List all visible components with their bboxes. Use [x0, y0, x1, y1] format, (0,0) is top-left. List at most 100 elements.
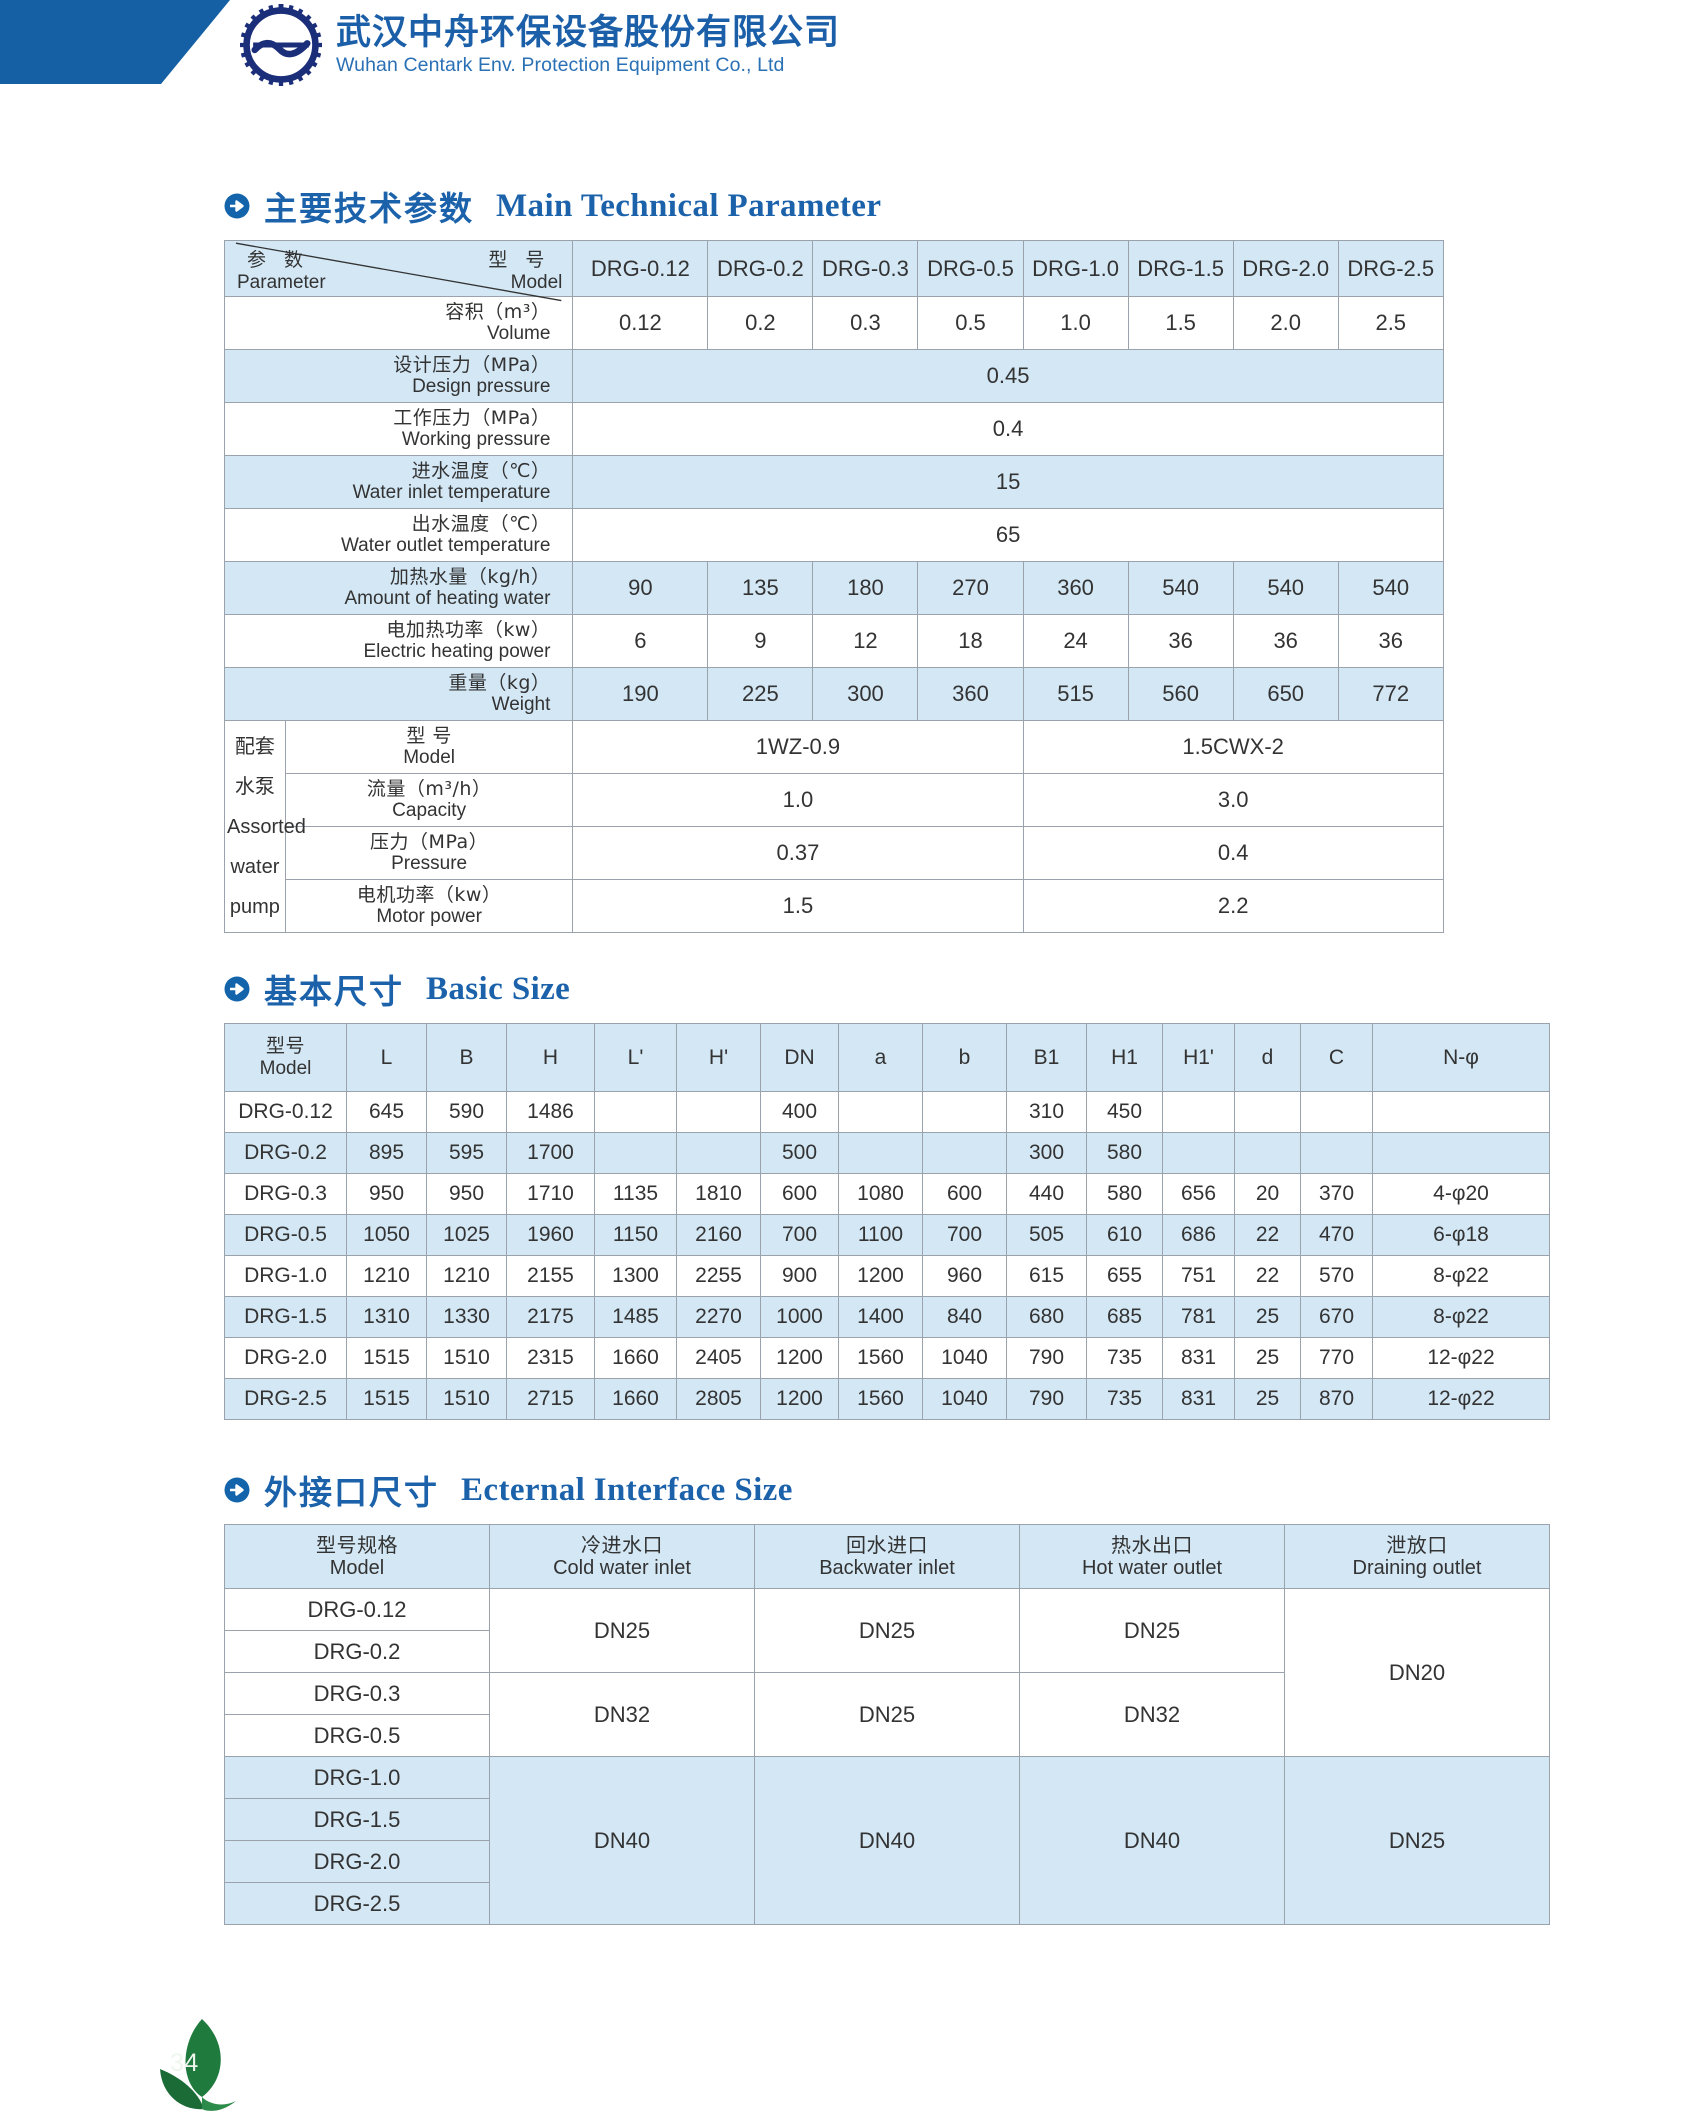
table-cell — [1234, 1091, 1301, 1133]
table-row: DRG-1.0 1210 1210 2155 1300 2255 900 1200 960 615… — [224, 1255, 1550, 1297]
table-cell-merged: 0.4 — [1022, 826, 1444, 880]
table-cell: 1485 — [594, 1296, 677, 1338]
table-cell: 1000 — [760, 1296, 839, 1338]
param-label: 工作压力（MPa） Working pressure — [223, 402, 574, 456]
column-header-en: Model — [329, 1556, 385, 1579]
table-cell: 1200 — [760, 1337, 839, 1379]
param-label-en: Weight — [491, 694, 551, 715]
table-cell: 580 — [1086, 1132, 1163, 1174]
row-model-label: DRG-1.0 — [224, 1756, 490, 1799]
table-row: DRG-1.0 DN40 DN40 DN40 DN25 — [224, 1756, 1550, 1925]
table-row: 配套水泵 Assorted water pump 型 号 Model 1WZ-0… — [224, 720, 1549, 933]
table-cell: 440 — [1006, 1173, 1087, 1215]
table-cell-merged: 1.5CWX-2 — [1022, 720, 1444, 774]
param-label-cn: 加热水量（kg/h） — [389, 565, 551, 588]
table-cell-merged: 1WZ-0.9 — [572, 720, 1024, 774]
param-label-cn: 进水温度（℃） — [411, 459, 551, 482]
table-row: DRG-2.5 1515 1510 2715 1660 2805 1200 1560 1040 7… — [224, 1378, 1550, 1420]
table-cell: 1960 — [506, 1214, 595, 1256]
column-header: H' — [676, 1023, 761, 1092]
table-cell: 560 — [1127, 667, 1234, 721]
table-cell: 781 — [1162, 1296, 1235, 1338]
pump-label-en-1: Assorted — [227, 815, 306, 838]
table-cell: 135 — [707, 561, 814, 615]
row-model-label: DRG-2.5 — [224, 1882, 490, 1925]
basic-size-model-header: 型号 Model — [224, 1023, 347, 1092]
table-cell: 18 — [917, 614, 1024, 668]
table-cell: 515 — [1022, 667, 1129, 721]
table-cell: 9 — [707, 614, 814, 668]
table-cell: 1080 — [838, 1173, 923, 1215]
gear-wave-logo-icon — [240, 4, 322, 86]
table-row: 电机功率（kw） Motor power 1.5 2.2 — [225, 879, 1549, 933]
column-header: N-φ — [1372, 1023, 1550, 1092]
table-row: DRG-0.2 — [224, 1630, 1550, 1673]
arrow-right-circle-icon — [224, 976, 250, 1002]
table-row: 电加热功率（kw） Electric heating power 6 9 12 … — [223, 614, 1549, 668]
pump-param-cn: 压力（MPa） — [370, 830, 489, 853]
table-cell-merged: DN20 — [1284, 1588, 1550, 1757]
table-cell: 12-φ22 — [1372, 1378, 1550, 1420]
row-model-label: DRG-0.12 — [224, 1588, 490, 1631]
table-row: DRG-1.5 1310 1330 2175 1485 2270 1000 1400 840 68… — [224, 1296, 1550, 1338]
param-label-en: Amount of heating water — [344, 588, 551, 609]
table-cell: 686 — [1162, 1214, 1235, 1256]
table-row: DRG-0.2 895 595 1700 500 300 580 — [224, 1132, 1550, 1174]
table-cell: 25 — [1234, 1296, 1301, 1338]
table-cell-merged: DN40 — [754, 1756, 1020, 1925]
column-header: B1 — [1006, 1023, 1087, 1092]
table-cell: 36 — [1337, 614, 1444, 668]
table-cell: 570 — [1300, 1255, 1373, 1297]
table-row: DRG-1.5 — [224, 1798, 1550, 1841]
table-cell: 615 — [1006, 1255, 1087, 1297]
row-model-label: DRG-2.0 — [224, 1337, 347, 1379]
param-label-cn: 容积（m³） — [445, 300, 551, 323]
table1-corner-cell: 参 数 Parameter 型 号 Model — [223, 240, 574, 302]
column-header-backwater-inlet: 回水进口 Backwater inlet — [754, 1524, 1020, 1589]
table1-model-header: DRG-2.0 — [1232, 240, 1339, 297]
table-cell: 1510 — [426, 1337, 507, 1379]
table-cell: 600 — [760, 1173, 839, 1215]
table-cell — [1372, 1132, 1550, 1174]
table-cell: 36 — [1232, 614, 1339, 668]
row-model-label: DRG-0.12 — [224, 1091, 347, 1133]
param-label-cn: 设计压力（MPa） — [393, 353, 551, 376]
basic-size-table: 型号 Model L B H L' H' DN a b B1 H1 H1' d … — [224, 1023, 1550, 1420]
model-header-en: Model — [259, 1057, 312, 1079]
table-cell — [1234, 1132, 1301, 1174]
table-cell: 1200 — [838, 1255, 923, 1297]
table-cell: 1330 — [426, 1296, 507, 1338]
table1-model-header: DRG-0.3 — [812, 240, 919, 297]
table-cell: 1100 — [838, 1214, 923, 1256]
pump-param-cn: 流量（m³/h） — [366, 777, 492, 800]
table-cell: 180 — [812, 561, 919, 615]
table-row-header: 型号 Model L B H L' H' DN a b B1 H1 H1' d … — [224, 1023, 1550, 1092]
table-cell: 735 — [1086, 1378, 1163, 1420]
row-model-label: DRG-1.5 — [224, 1296, 347, 1338]
table-cell: 25 — [1234, 1337, 1301, 1379]
row-model-label: DRG-0.5 — [224, 1714, 490, 1757]
column-header-cn: 回水进口 — [846, 1533, 928, 1558]
table-row: 工作压力（MPa） Working pressure 0.4 — [223, 402, 1549, 456]
table1-model-header: DRG-2.5 — [1337, 240, 1444, 297]
table-cell: 20 — [1234, 1173, 1301, 1215]
table-cell: 870 — [1300, 1378, 1373, 1420]
table-cell-merged: DN25 — [1284, 1756, 1550, 1925]
company-name-en: Wuhan Centark Env. Protection Equipment … — [336, 53, 785, 76]
table-cell: 540 — [1232, 561, 1339, 615]
table-cell: 2405 — [676, 1337, 761, 1379]
column-header-cn: 泄放口 — [1386, 1533, 1448, 1558]
model-header-cn: 型号 — [265, 1035, 305, 1058]
table-cell: 1200 — [760, 1378, 839, 1420]
table-cell: 8-φ22 — [1372, 1296, 1550, 1338]
table-cell: 0.3 — [812, 296, 919, 350]
table-cell: 610 — [1086, 1214, 1163, 1256]
table-cell: 2715 — [506, 1378, 595, 1420]
table-cell: 2255 — [676, 1255, 761, 1297]
row-model-label: DRG-0.2 — [224, 1630, 490, 1673]
corner-param-en: Parameter — [237, 272, 326, 293]
row-model-label: DRG-0.2 — [224, 1132, 347, 1174]
table-cell — [838, 1091, 923, 1133]
table-cell: 1310 — [346, 1296, 427, 1338]
param-label-cn: 出水温度（℃） — [411, 512, 551, 535]
